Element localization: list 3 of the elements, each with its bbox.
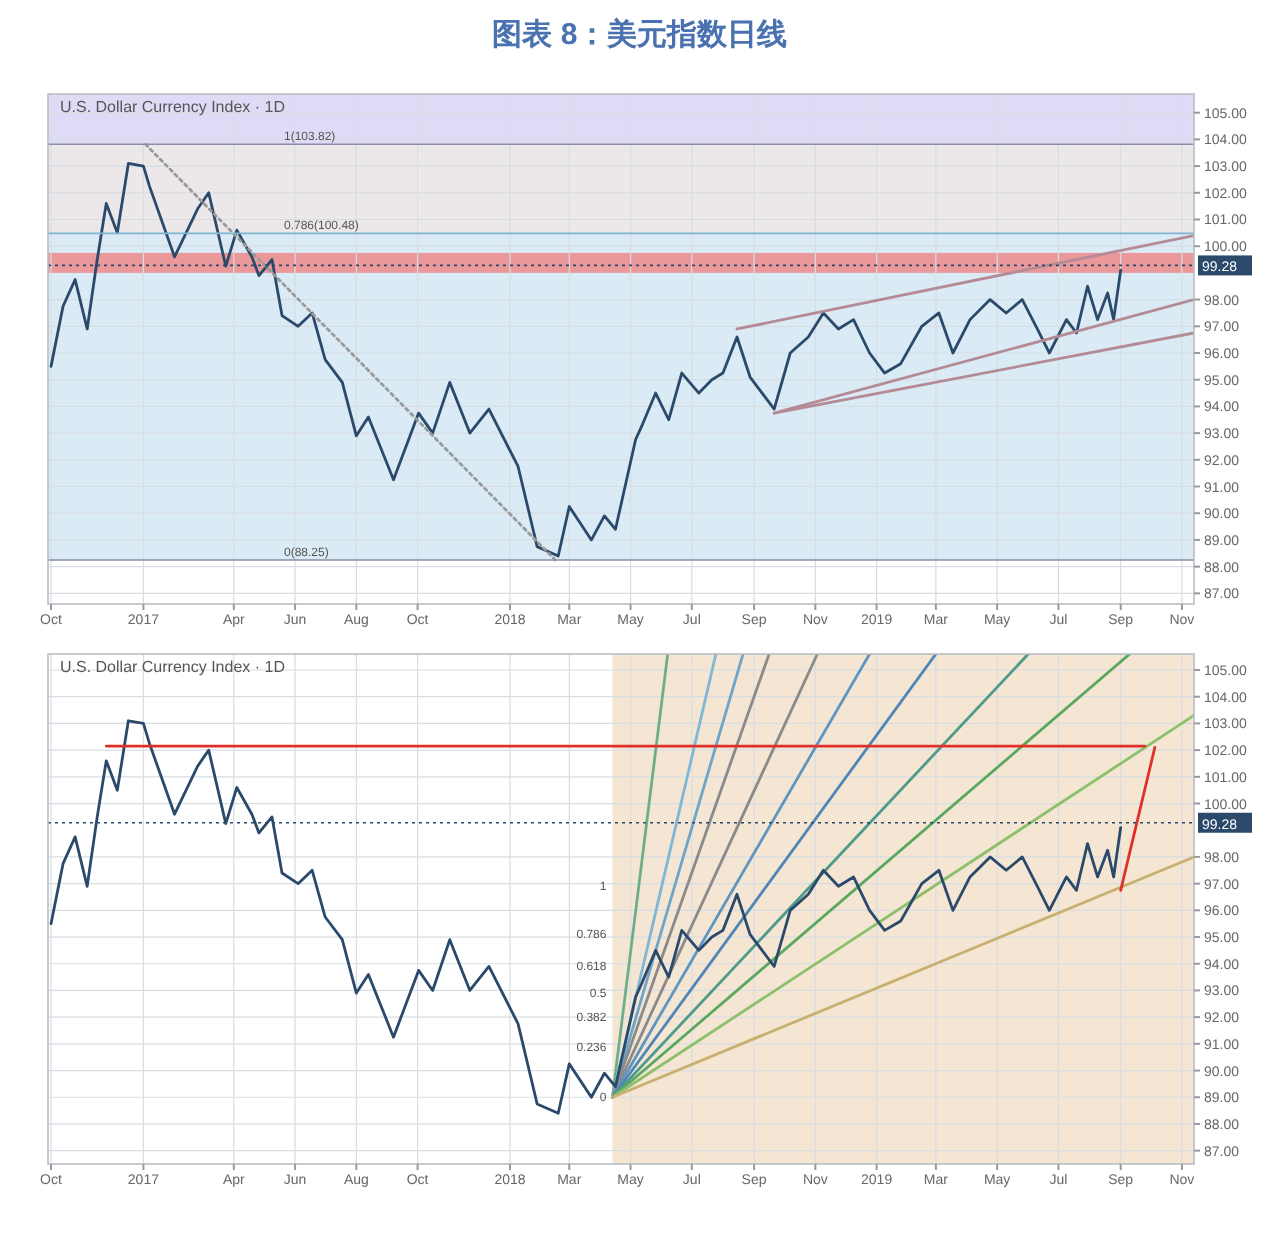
chart-subtitle: U.S. Dollar Currency Index · 1D [60, 658, 286, 676]
chart-title: 图表 8：美元指数日线 [492, 16, 788, 52]
chart-subtitle: U.S. Dollar Currency Index · 1D [60, 98, 286, 116]
